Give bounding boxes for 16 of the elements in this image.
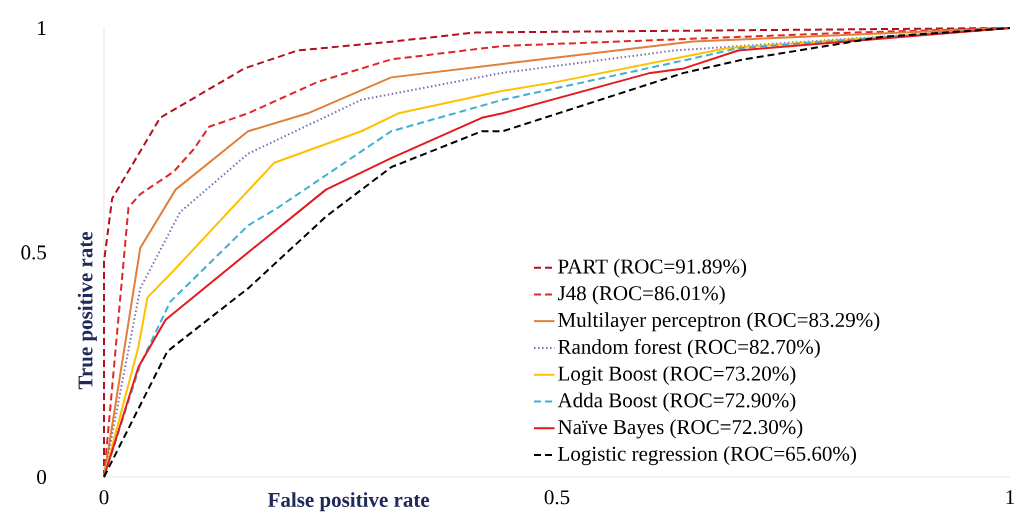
legend-label: Adda Boost (ROC=72.90%) [557, 392, 796, 412]
x-tick-label: 1 [1006, 490, 1014, 505]
x-axis-title: False positive rate [267, 492, 430, 512]
legend-label: Random forest (ROC=82.70%) [558, 338, 820, 359]
y-tick-label: 0 [37, 469, 47, 485]
y-tick-label: 1 [38, 21, 46, 35]
legend-label: Logit Boost (ROC=73.20%) [558, 365, 796, 386]
y-axis-title: True positive rate [77, 231, 97, 390]
x-tick-label: 0 [99, 490, 109, 505]
legend-label: Naïve Bayes (ROC=72.30%) [558, 419, 803, 439]
legend-label: Logistic regression (ROC=65.60%) [558, 446, 856, 466]
x-tick-label: 0.5 [544, 490, 570, 505]
y-tick-label: 0.5 [21, 245, 46, 260]
legend-label: Multilayer perceptron (ROC=83.29%) [558, 312, 880, 332]
legend-label: J48 (ROC=86.01%) [557, 285, 725, 305]
legend-label: PART (ROC=91.89%) [558, 258, 747, 278]
